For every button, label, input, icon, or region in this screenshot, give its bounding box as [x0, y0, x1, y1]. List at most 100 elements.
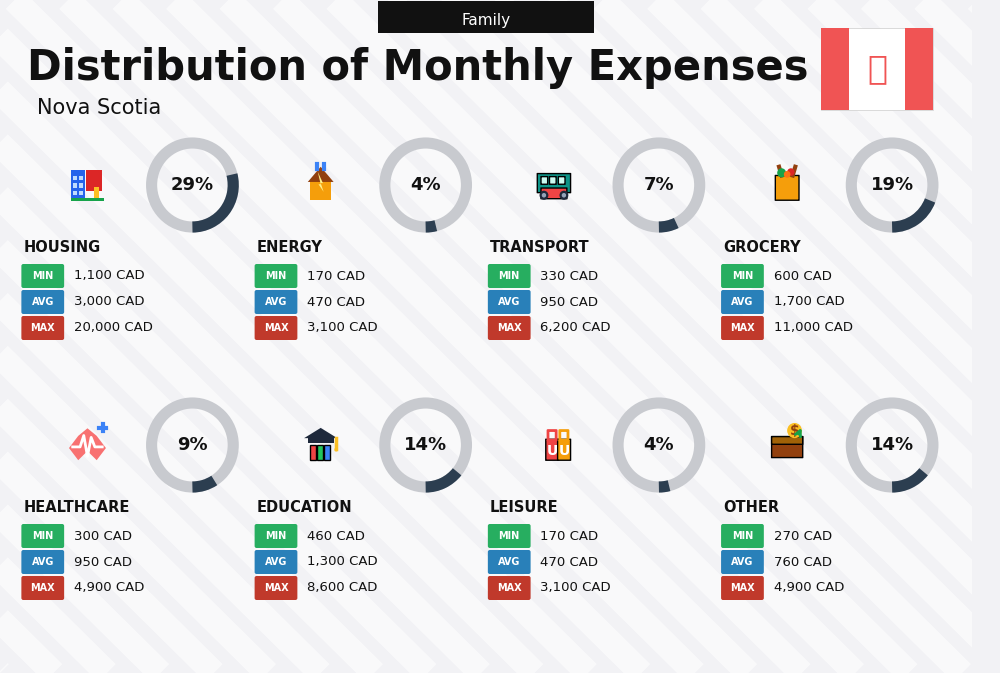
Text: MIN: MIN	[32, 271, 53, 281]
Polygon shape	[308, 167, 334, 182]
Text: 3,000 CAD: 3,000 CAD	[74, 295, 144, 308]
Circle shape	[559, 190, 568, 200]
Text: 1,300 CAD: 1,300 CAD	[307, 555, 378, 569]
FancyBboxPatch shape	[488, 576, 531, 600]
Text: 4,900 CAD: 4,900 CAD	[74, 581, 144, 594]
Text: 460 CAD: 460 CAD	[307, 530, 365, 542]
Bar	[308, 438, 334, 444]
Text: HEALTHCARE: HEALTHCARE	[23, 500, 130, 515]
FancyBboxPatch shape	[255, 316, 297, 340]
FancyBboxPatch shape	[21, 524, 64, 548]
Bar	[310, 181, 331, 200]
FancyBboxPatch shape	[546, 439, 559, 460]
FancyBboxPatch shape	[721, 524, 764, 548]
Text: 600 CAD: 600 CAD	[774, 269, 831, 283]
FancyBboxPatch shape	[21, 316, 64, 340]
Text: AVG: AVG	[731, 297, 754, 307]
Text: MIN: MIN	[32, 531, 53, 541]
Bar	[79, 176, 83, 180]
Text: TRANSPORT: TRANSPORT	[490, 240, 589, 255]
Text: 1,700 CAD: 1,700 CAD	[774, 295, 844, 308]
Text: MAX: MAX	[497, 583, 522, 593]
Polygon shape	[69, 428, 106, 460]
FancyBboxPatch shape	[541, 188, 567, 199]
Text: 3,100 CAD: 3,100 CAD	[540, 581, 611, 594]
Text: 3,100 CAD: 3,100 CAD	[307, 322, 378, 334]
Text: MAX: MAX	[497, 323, 522, 333]
Text: 170 CAD: 170 CAD	[307, 269, 365, 283]
Text: MIN: MIN	[732, 531, 753, 541]
FancyBboxPatch shape	[488, 290, 531, 314]
Bar	[73, 183, 77, 188]
FancyBboxPatch shape	[721, 264, 764, 288]
FancyBboxPatch shape	[255, 550, 297, 574]
Bar	[94, 187, 99, 199]
Bar	[79, 190, 83, 195]
Text: MAX: MAX	[264, 583, 288, 593]
Text: 14%: 14%	[871, 436, 914, 454]
Text: AVG: AVG	[265, 557, 287, 567]
FancyBboxPatch shape	[21, 550, 64, 574]
FancyBboxPatch shape	[549, 176, 556, 184]
FancyBboxPatch shape	[721, 550, 764, 574]
Text: 7%: 7%	[644, 176, 674, 194]
Text: 270 CAD: 270 CAD	[774, 530, 832, 542]
Text: U: U	[558, 444, 570, 458]
Text: 14%: 14%	[404, 436, 447, 454]
Circle shape	[334, 448, 338, 452]
Polygon shape	[318, 172, 324, 192]
Bar	[73, 176, 77, 180]
Text: 1,100 CAD: 1,100 CAD	[74, 269, 144, 283]
Text: 6,200 CAD: 6,200 CAD	[540, 322, 611, 334]
FancyBboxPatch shape	[21, 264, 64, 288]
Text: AVG: AVG	[498, 557, 520, 567]
Text: AVG: AVG	[498, 297, 520, 307]
FancyBboxPatch shape	[310, 445, 316, 460]
FancyBboxPatch shape	[772, 437, 803, 444]
FancyBboxPatch shape	[378, 1, 594, 33]
Text: MIN: MIN	[499, 271, 520, 281]
FancyBboxPatch shape	[821, 28, 933, 110]
Bar	[71, 199, 104, 201]
Text: Family: Family	[461, 13, 510, 28]
Text: MAX: MAX	[30, 583, 55, 593]
FancyBboxPatch shape	[558, 439, 571, 460]
Text: 🍁: 🍁	[867, 52, 887, 85]
Text: 330 CAD: 330 CAD	[540, 269, 598, 283]
Text: 9%: 9%	[177, 436, 208, 454]
Text: AVG: AVG	[32, 557, 54, 567]
Text: MIN: MIN	[265, 271, 287, 281]
FancyBboxPatch shape	[488, 524, 531, 548]
Polygon shape	[304, 428, 337, 438]
FancyBboxPatch shape	[721, 576, 764, 600]
Circle shape	[787, 168, 795, 176]
FancyBboxPatch shape	[255, 524, 297, 548]
FancyBboxPatch shape	[255, 290, 297, 314]
Text: 19%: 19%	[871, 176, 914, 194]
Text: 8,600 CAD: 8,600 CAD	[307, 581, 377, 594]
FancyBboxPatch shape	[21, 290, 64, 314]
FancyBboxPatch shape	[488, 316, 531, 340]
Text: HOUSING: HOUSING	[23, 240, 101, 255]
Text: MIN: MIN	[732, 271, 753, 281]
Text: 11,000 CAD: 11,000 CAD	[774, 322, 853, 334]
Bar	[73, 190, 77, 195]
FancyBboxPatch shape	[721, 290, 764, 314]
FancyBboxPatch shape	[537, 174, 571, 192]
Circle shape	[540, 190, 548, 200]
Text: EDUCATION: EDUCATION	[257, 500, 352, 515]
Bar	[71, 170, 85, 199]
Bar	[905, 28, 933, 110]
Text: MAX: MAX	[264, 323, 288, 333]
FancyBboxPatch shape	[255, 576, 297, 600]
Text: MAX: MAX	[730, 323, 755, 333]
Text: 470 CAD: 470 CAD	[540, 555, 598, 569]
FancyBboxPatch shape	[488, 264, 531, 288]
FancyBboxPatch shape	[488, 550, 531, 574]
Text: AVG: AVG	[265, 297, 287, 307]
Text: 4%: 4%	[644, 436, 674, 454]
Text: 950 CAD: 950 CAD	[74, 555, 132, 569]
Text: LEISURE: LEISURE	[490, 500, 558, 515]
Text: 470 CAD: 470 CAD	[307, 295, 365, 308]
FancyBboxPatch shape	[558, 176, 565, 184]
